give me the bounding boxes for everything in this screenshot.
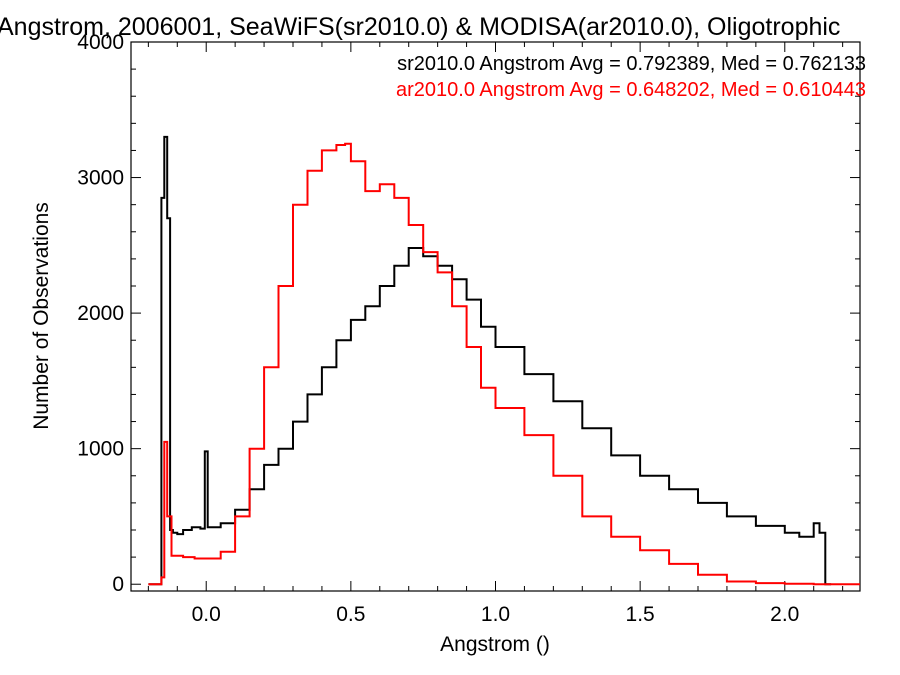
legend-entry-1: sr2010.0 Angstrom Avg = 0.792389, Med = … <box>397 53 866 75</box>
legend: sr2010.0 Angstrom Avg = 0.792389, Med = … <box>396 53 866 101</box>
x-axis-label: Angstrom () <box>440 633 550 656</box>
y-tick-label: 2000 <box>77 302 124 325</box>
series-line-2 <box>148 142 860 586</box>
x-tick-label: 0.5 <box>336 603 365 626</box>
y-tick-label: 3000 <box>77 167 124 190</box>
series-layer <box>148 135 860 586</box>
x-tick-label: 0.0 <box>192 603 221 626</box>
x-tick-label: 1.0 <box>481 603 510 626</box>
x-tick-label: 1.5 <box>626 603 655 626</box>
y-axis-label: Number of Observations <box>30 202 53 430</box>
x-tick-label: 2.0 <box>770 603 799 626</box>
series-line-1 <box>148 135 832 586</box>
y-tick-label: 1000 <box>77 438 124 461</box>
plot-frame <box>130 41 861 592</box>
y-tick-label: 4000 <box>77 31 124 54</box>
chart-title: Angstrom, 2006001, SeaWiFS(sr2010.0) & M… <box>0 13 840 41</box>
y-tick-label: 0 <box>112 573 124 596</box>
legend-entry-2: ar2010.0 Angstrom Avg = 0.648202, Med = … <box>396 79 866 101</box>
axes: 0.0 0.5 1.0 1.5 2.0 0 1000 2000 3000 4000 <box>77 31 860 626</box>
